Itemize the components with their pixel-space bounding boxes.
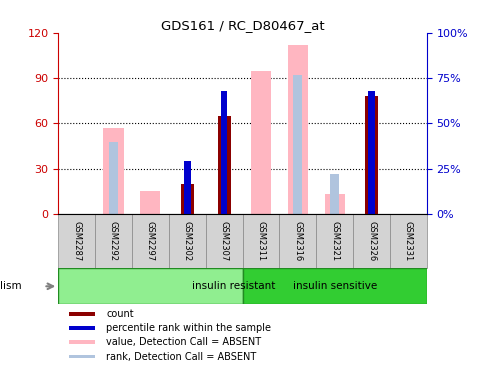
Bar [316,214,352,268]
Bar [69,326,95,330]
Bar [103,128,123,214]
Text: metabolism: metabolism [0,281,21,291]
Bar [367,91,374,214]
Bar [132,214,168,268]
Bar [292,75,302,214]
Bar [108,142,118,214]
Bar [242,214,279,268]
Text: GSM2331: GSM2331 [403,221,412,261]
Bar [69,340,95,344]
Bar [183,161,190,214]
Bar [242,268,426,305]
Text: insulin resistant: insulin resistant [191,281,274,291]
Text: GSM2302: GSM2302 [182,221,191,261]
Title: GDS161 / RC_D80467_at: GDS161 / RC_D80467_at [160,19,324,32]
Bar [181,184,193,214]
Text: GSM2307: GSM2307 [219,221,228,261]
Text: GSM2316: GSM2316 [293,221,302,261]
Text: GSM2297: GSM2297 [146,221,154,261]
Text: GSM2321: GSM2321 [330,221,338,261]
Bar [69,312,95,316]
Text: GSM2326: GSM2326 [366,221,375,261]
Text: GSM2311: GSM2311 [256,221,265,261]
Text: GSM2287: GSM2287 [72,221,81,261]
Bar [58,214,95,268]
Bar [205,214,242,268]
Text: count: count [106,309,134,319]
Bar [95,214,132,268]
Bar [250,71,271,214]
Text: value, Detection Call = ABSENT: value, Detection Call = ABSENT [106,337,261,347]
Text: insulin sensitive: insulin sensitive [292,281,376,291]
Bar [220,91,227,214]
Bar [330,174,339,214]
Bar [58,268,242,305]
Bar [287,45,307,214]
Text: percentile rank within the sample: percentile rank within the sample [106,323,271,333]
Bar [168,214,205,268]
Bar [352,214,389,268]
Text: GSM2292: GSM2292 [109,221,118,261]
Bar [389,214,426,268]
Bar [324,194,344,214]
Bar [364,96,377,214]
Text: rank, Detection Call = ABSENT: rank, Detection Call = ABSENT [106,351,256,362]
Bar [140,191,160,214]
Bar [69,355,95,358]
Bar [217,116,230,214]
Bar [279,214,316,268]
